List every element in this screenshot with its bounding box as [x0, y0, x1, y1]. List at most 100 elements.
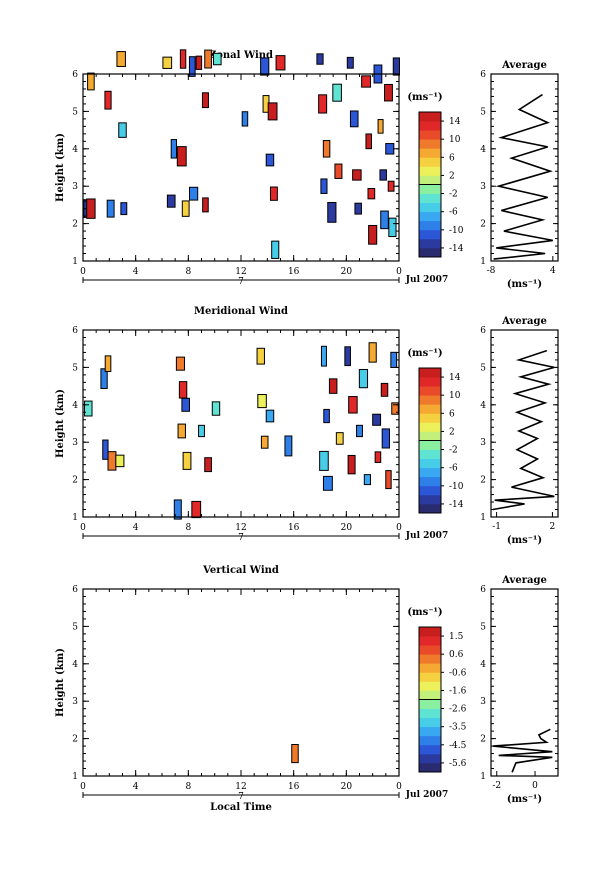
colorbar-swatch [419, 404, 441, 414]
data-patch [86, 198, 96, 219]
colorbar-swatch [419, 395, 441, 405]
colorbar-swatch [419, 157, 441, 167]
x-tick-label: 8 [185, 267, 191, 277]
heatmap-title: Zonal Wind [209, 50, 273, 61]
profile-y-tick-label: 6 [480, 585, 486, 595]
colorbar-swatch [419, 211, 441, 222]
data-patch [354, 202, 362, 215]
colorbar-swatch [419, 238, 441, 249]
data-patch [178, 381, 188, 399]
data-patch [320, 178, 328, 194]
y-tick-label: 1 [72, 772, 78, 782]
colorbar-tick-label: 6 [449, 153, 455, 163]
y-tick-label: 1 [72, 513, 78, 523]
data-patch [175, 356, 185, 371]
data-patch [380, 210, 389, 230]
data-patch [385, 143, 395, 155]
profile-y-tick-label: 3 [480, 697, 486, 707]
colorbar-swatch [419, 485, 441, 496]
colorbar-swatch [419, 449, 441, 460]
data-patch [327, 201, 337, 223]
x-tick-label: 4 [133, 782, 139, 792]
profile-x-tick-label: 2 [550, 522, 556, 532]
data-patch [87, 72, 95, 91]
profile-line [492, 728, 553, 773]
data-patch [365, 133, 372, 150]
data-patch [385, 470, 392, 490]
colorbar-swatch [419, 672, 441, 682]
x-tick-label: 0 [80, 523, 86, 533]
colorbar-swatch [419, 681, 441, 691]
y-axis-label: Height (km) [55, 389, 66, 458]
profile-x-tick-label: -2 [492, 781, 501, 791]
colorbar-swatch [419, 726, 441, 737]
heatmap-frame [82, 588, 400, 777]
data-patch [323, 408, 330, 424]
data-patch [328, 378, 338, 394]
colorbar-swatch [419, 467, 441, 478]
x-tick-label: 12 [235, 782, 246, 792]
colorbar-swatch [419, 717, 441, 728]
data-patch [380, 382, 389, 397]
y-tick-label: 3 [72, 182, 78, 192]
colorbar-swatch [419, 708, 441, 719]
colorbar-frame [418, 111, 442, 258]
data-patch [319, 450, 329, 471]
profile-y-tick-label: 6 [480, 70, 486, 80]
x-tick-label: 12 [235, 523, 246, 533]
colorbar-unit: (ms⁻¹) [407, 348, 442, 359]
y-axis-label: Height (km) [55, 648, 66, 717]
data-patch [170, 139, 177, 159]
data-patch [356, 424, 363, 438]
data-patch [188, 56, 196, 77]
day-label: 7 [238, 277, 244, 287]
profile-x-label: (ms⁻¹) [507, 279, 542, 290]
data-patch [368, 342, 377, 363]
profile-y-tick-label: 2 [480, 476, 486, 486]
colorbar-swatch [419, 735, 441, 746]
heatmap-title: Meridional Wind [194, 306, 288, 317]
colorbar-swatch [419, 166, 441, 176]
data-patch [115, 454, 125, 468]
colorbar-tick-label: 2 [449, 171, 455, 181]
colorbar-tick-label: -2 [449, 190, 458, 200]
x-tick-label: 4 [133, 523, 139, 533]
data-patch [265, 409, 275, 423]
data-patch [347, 454, 356, 475]
profile-y-tick-label: 1 [480, 257, 486, 267]
data-patch [120, 202, 128, 216]
y-tick-label: 2 [72, 220, 78, 230]
y-tick-label: 4 [72, 660, 78, 670]
colorbar-swatch [419, 386, 441, 396]
y-tick-label: 5 [72, 363, 78, 373]
x-tick-label: 8 [185, 782, 191, 792]
y-tick-label: 6 [72, 326, 78, 336]
colorbar-swatch [419, 139, 441, 149]
colorbar-frame [418, 367, 442, 514]
profile-frame [490, 588, 559, 777]
y-tick-label: 4 [72, 145, 78, 155]
x-tick-label: 0 [80, 782, 86, 792]
y-axis-label: Height (km) [55, 133, 66, 202]
y-tick-label: 3 [72, 697, 78, 707]
profile-y-tick-label: 3 [480, 182, 486, 192]
colorbar-tick-label: -3.5 [449, 723, 467, 733]
data-patch [257, 394, 267, 409]
data-patch [177, 423, 186, 439]
data-patch [201, 92, 209, 109]
profile-line [492, 349, 555, 511]
colorbar-swatch [419, 202, 441, 213]
data-patch [352, 169, 362, 181]
data-patch [284, 435, 293, 457]
data-patch [368, 224, 378, 245]
data-patch [162, 56, 173, 69]
data-patch [390, 351, 398, 369]
data-patch [100, 368, 108, 389]
colorbar-swatch [419, 130, 441, 140]
colorbar-swatch [419, 753, 441, 764]
data-patch [349, 110, 359, 128]
date-label: Jul 2007 [405, 790, 448, 800]
day-label: 7 [238, 533, 244, 543]
colorbar-tick-label: -14 [449, 244, 464, 254]
